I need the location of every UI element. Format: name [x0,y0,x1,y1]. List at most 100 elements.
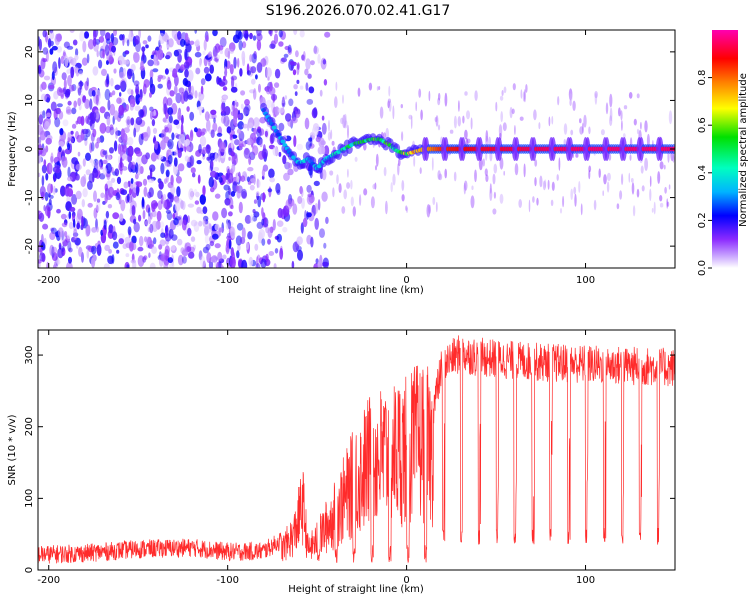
spectrogram-noise-cell [214,193,221,199]
spectrogram-noise-cell [578,180,581,193]
spectrogram-noise-cell [187,215,190,224]
spectrogram-noise-cell [255,263,261,268]
spectrogram-noise-cell [246,242,249,250]
y-tick-label: 10 [24,94,35,107]
spectrogram-noise-cell [102,159,108,165]
spectrogram-noise-cell [103,263,110,268]
spectrogram-noise-cell [49,30,55,40]
spectrogram-noise-cell [102,167,108,176]
spectrogram-noise-cell [659,195,663,202]
spectrogram-noise-cell [67,166,71,178]
spectrogram-noise-cell [594,91,598,99]
spectrogram-noise-cell [346,182,351,189]
spectrogram-noise-cell [38,172,41,178]
spectrogram-noise-cell [38,212,45,222]
spectrogram-noise-cell [214,223,220,231]
spectrogram-noise-cell [249,32,253,40]
spectrogram-noise-cell [287,44,292,53]
spectrogram-noise-cell [325,216,329,224]
spectrogram-noise-cell [131,235,137,244]
spectrogram-noise-cell [376,86,379,91]
spectrogram-noise-cell [122,35,125,46]
spectrogram-noise-cell [264,217,267,225]
spectrogram-noise-cell [474,169,477,183]
spectrogram-noise-cell [630,178,634,183]
spectrogram-noise-cell [225,172,229,181]
spectrogram-noise-cell [189,155,195,167]
spectrogram-ridge-cell [271,125,277,130]
x-tick-label: -100 [216,275,239,286]
spectrogram-noise-cell [281,99,285,104]
spectrogram-noise-cell [212,211,219,221]
spectrogram-noise-cell [223,115,230,127]
spectrogram-noise-cell [219,49,223,55]
spectrogram-noise-cell [664,186,667,194]
spectrogram-noise-cell [142,83,147,95]
spectrogram-noise-cell [249,214,254,224]
spectrogram-noise-cell [248,256,254,267]
spectrogram-noise-cell [153,54,157,66]
spectrogram-noise-cell [299,85,304,90]
spectrogram-noise-cell [572,100,576,112]
spectrogram-noise-cell [210,170,217,178]
spectrogram-noise-cell [225,222,230,230]
spectrogram-noise-cell [207,52,211,59]
spectrogram-noise-cell [295,50,299,58]
spectrogram-noise-cell [438,92,441,101]
spectrogram-noise-cell [609,107,613,122]
spectrogram-noise-cell [157,190,163,200]
spectrogram-noise-cell [58,141,65,148]
spectrogram-noise-cell [453,115,457,129]
spectrogram-noise-cell [187,69,194,82]
spectrogram-noise-cell [150,212,153,220]
x-tick-label: 0 [403,575,409,586]
spectrogram-noise-cell [92,37,97,47]
spectrogram-noise-cell [226,126,232,134]
spectrogram-noise-cell [307,193,313,198]
spectrogram-noise-cell [437,124,441,131]
spectrogram-noise-cell [308,194,315,204]
spectrogram-noise-cell [323,242,327,249]
spectrogram-noise-cell [69,84,75,92]
spectrogram-noise-cell [241,259,248,268]
spectrogram-noise-cell [224,106,231,116]
spectrogram-noise-cell [482,158,485,167]
spectrogram-noise-cell [230,137,234,149]
spectrogram-noise-cell [273,263,277,268]
spectrogram-noise-cell [622,133,626,139]
spectrogram-noise-cell [640,165,644,174]
spectrogram-noise-cell [133,222,140,233]
spectrogram-noise-cell [84,138,88,146]
spectrogram-noise-cell [370,196,375,209]
spectrogram-noise-cell [259,138,263,148]
spectrogram-noise-cell [184,69,189,78]
spectrogram-noise-cell [124,236,131,244]
spectrogram-noise-cell [536,197,539,206]
spectrogram-noise-cell [149,240,154,249]
spectrogram-noise-cell [104,88,111,101]
spectrogram-noise-cell [340,117,344,125]
spectrogram-noise-cell [492,208,497,215]
spectrogram-noise-cell [166,79,172,90]
spectrogram-noise-cell [338,183,342,194]
spectrogram-noise-cell [234,139,240,146]
spectrogram-noise-cell [372,183,376,190]
spectrogram-noise-cell [82,40,87,53]
snr-x-label: Height of straight line (km) [288,584,424,595]
spectrogram-noise-cell [323,79,328,86]
spectrogram-noise-cell [551,115,554,125]
spectrogram-noise-cell [142,256,147,263]
spectrogram-noise-cell [405,205,408,211]
spectrogram-noise-cell [199,135,207,147]
spectrogram-noise-cell [551,181,555,191]
spectrogram-noise-cell [107,255,114,265]
spectrogram-noise-cell [184,50,189,61]
spectrogram-noise-cell [226,166,231,174]
spectrogram-noise-cell [84,98,90,110]
spectrogram-noise-cell [485,174,489,183]
spectrogram-noise-cell [170,186,176,195]
spectrogram-noise-cell [528,199,531,213]
spectrogram-noise-cell [69,30,75,33]
spectrogram-noise-cell [230,86,238,93]
spectrogram-noise-cell [67,176,73,182]
